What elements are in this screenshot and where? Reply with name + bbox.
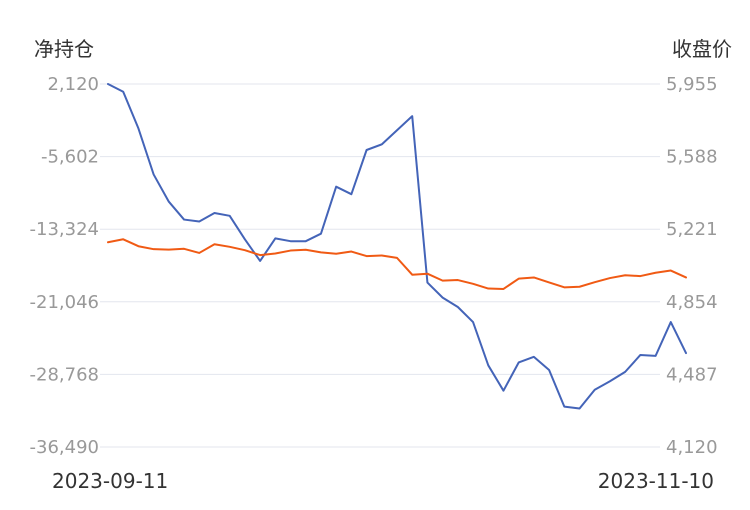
left-axis-title: 净持仓 (34, 37, 94, 61)
right-axis-title: 收盘价 (672, 37, 732, 61)
left-tick-label: -13,324 (30, 219, 99, 240)
left-tick-label: -28,768 (30, 364, 99, 385)
left-tick-label: -21,046 (30, 292, 99, 313)
right-tick-label: 5,221 (666, 219, 718, 240)
net-position-series-line (107, 83, 687, 410)
right-tick-label: 4,854 (666, 292, 718, 313)
close-price-series-line (107, 238, 687, 290)
right-tick-label: 5,588 (666, 147, 718, 168)
left-tick-label: -5,602 (41, 147, 99, 168)
x-axis-start-date: 2023-09-11 (52, 469, 168, 493)
right-tick-label: 4,487 (666, 364, 718, 385)
left-axis-ticks: 2,120 -5,602 -13,324 -21,046 -28,768 -36,490 (30, 74, 99, 458)
series-layer (107, 83, 687, 410)
right-tick-label: 5,955 (666, 74, 718, 95)
right-tick-label: 4,120 (666, 437, 718, 458)
x-axis-end-date: 2023-11-10 (598, 469, 714, 493)
left-tick-label: 2,120 (47, 74, 99, 95)
grid-lines (100, 83, 660, 448)
right-axis-ticks: 5,955 5,588 5,221 4,854 4,487 4,120 (666, 74, 718, 458)
left-tick-label: -36,490 (30, 437, 99, 458)
